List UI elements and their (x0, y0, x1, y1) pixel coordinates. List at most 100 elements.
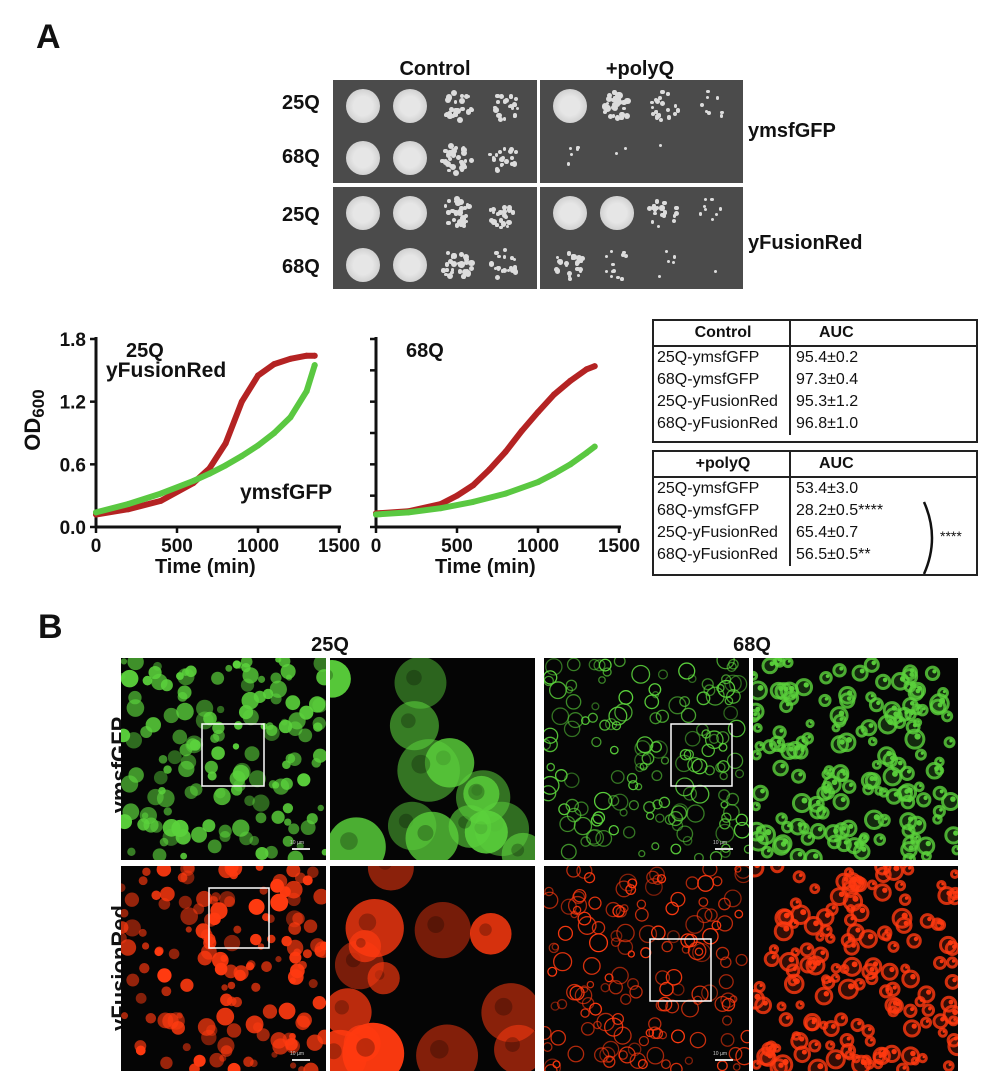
cell (206, 1024, 218, 1036)
aggregate-focus (937, 920, 941, 925)
yeast-colony (446, 220, 451, 226)
yeast-colony (494, 250, 499, 256)
aggregate-focus (757, 685, 764, 691)
yeast-colony (447, 113, 454, 119)
table-row: 25Q-ymsfGFP 95.4±0.2 (654, 347, 976, 369)
aggregate-focus (870, 694, 874, 698)
cell (248, 770, 266, 788)
aggregate-focus (939, 959, 944, 964)
cell (655, 709, 670, 723)
aggregate-focus (942, 1030, 946, 1033)
aggregate-focus (859, 842, 862, 845)
x-tick-label: 1500 (598, 536, 640, 557)
aggregate-focus (851, 876, 858, 883)
yeast-colony (503, 159, 509, 164)
cell (193, 903, 205, 915)
cell (121, 908, 129, 918)
cell-rim (932, 956, 947, 970)
yeast-colony (495, 223, 499, 228)
cell-rim (753, 723, 763, 733)
cell (549, 681, 567, 700)
row-label-25q-1: 25Q (282, 92, 320, 114)
aggregate-focus (776, 739, 782, 745)
yeast-colony (493, 105, 497, 109)
cell-rim (836, 732, 857, 753)
cell-rim (818, 693, 832, 708)
aggregate-focus (940, 1017, 945, 1022)
cell (163, 707, 179, 724)
cell-rim (865, 691, 877, 703)
strain-label-yfusionred: yFusionRed (748, 232, 863, 254)
yeast-colony (654, 99, 661, 105)
cell-rim (948, 1015, 958, 1027)
scale-bar-label: 10 µm (290, 840, 304, 846)
yeast-colony (662, 200, 667, 205)
data-point (373, 511, 379, 518)
yeast-colony (614, 151, 618, 155)
cell (563, 720, 581, 738)
data-point (454, 492, 460, 499)
auc-header-auc: AUC (819, 455, 854, 472)
data-point (157, 490, 164, 497)
cell-rim (808, 960, 818, 970)
row-label-68q-1: 68Q (282, 146, 320, 168)
cell-rim (753, 709, 761, 723)
aggregate-focus (787, 659, 791, 663)
yeast-colony (451, 253, 457, 260)
cell-rim (753, 821, 767, 842)
cell (162, 818, 181, 837)
cell-rim (896, 785, 913, 802)
cell (121, 673, 126, 680)
yeast-colony (456, 219, 464, 226)
cell (160, 886, 175, 902)
cell (559, 815, 576, 833)
cell (676, 825, 694, 843)
aggregate-focus (835, 975, 838, 979)
yeast-colony (651, 220, 655, 224)
cell (573, 816, 593, 836)
aggregate-focus (830, 1043, 833, 1046)
x-tick-label: 500 (441, 536, 473, 557)
cell (152, 848, 167, 860)
yeast-colony (513, 150, 518, 155)
cell (651, 1027, 664, 1040)
cell (544, 1042, 553, 1053)
yeast-colony (607, 113, 614, 120)
cell (604, 1017, 624, 1037)
yeast-colony (719, 114, 724, 118)
cell (612, 1012, 625, 1025)
cell (649, 712, 662, 725)
aggregate-focus (871, 882, 875, 886)
aggregate-focus (809, 721, 813, 724)
cell-rim (858, 929, 878, 949)
cell (618, 690, 634, 705)
cell-rim (824, 933, 836, 944)
cell (176, 702, 194, 721)
cell-rim (832, 714, 847, 728)
yeast-colony (622, 106, 626, 111)
yeast-colony (621, 99, 627, 106)
yeast-colony (658, 96, 662, 101)
cell (298, 1066, 306, 1071)
aggregate-focus (788, 956, 795, 963)
cell (651, 770, 663, 782)
aggregate-focus (831, 779, 838, 786)
cell (727, 719, 746, 738)
yeast-colony (612, 96, 617, 100)
cell (233, 965, 249, 981)
yeast-colony (448, 164, 453, 169)
cell (220, 993, 233, 1007)
yeast-colony (566, 251, 572, 256)
yeast-colony (450, 255, 455, 260)
cell (270, 672, 282, 684)
aggregate-focus (839, 739, 845, 745)
data-point (238, 398, 245, 405)
cell (248, 898, 265, 915)
yeast-colony (704, 197, 708, 201)
aggregate-focus (847, 1046, 853, 1052)
cell-rim (901, 969, 920, 989)
cell-rim (839, 819, 858, 838)
cell (287, 721, 303, 737)
aggregate-focus (839, 666, 844, 671)
auc-value: 28.2±0.5**** (796, 502, 884, 519)
